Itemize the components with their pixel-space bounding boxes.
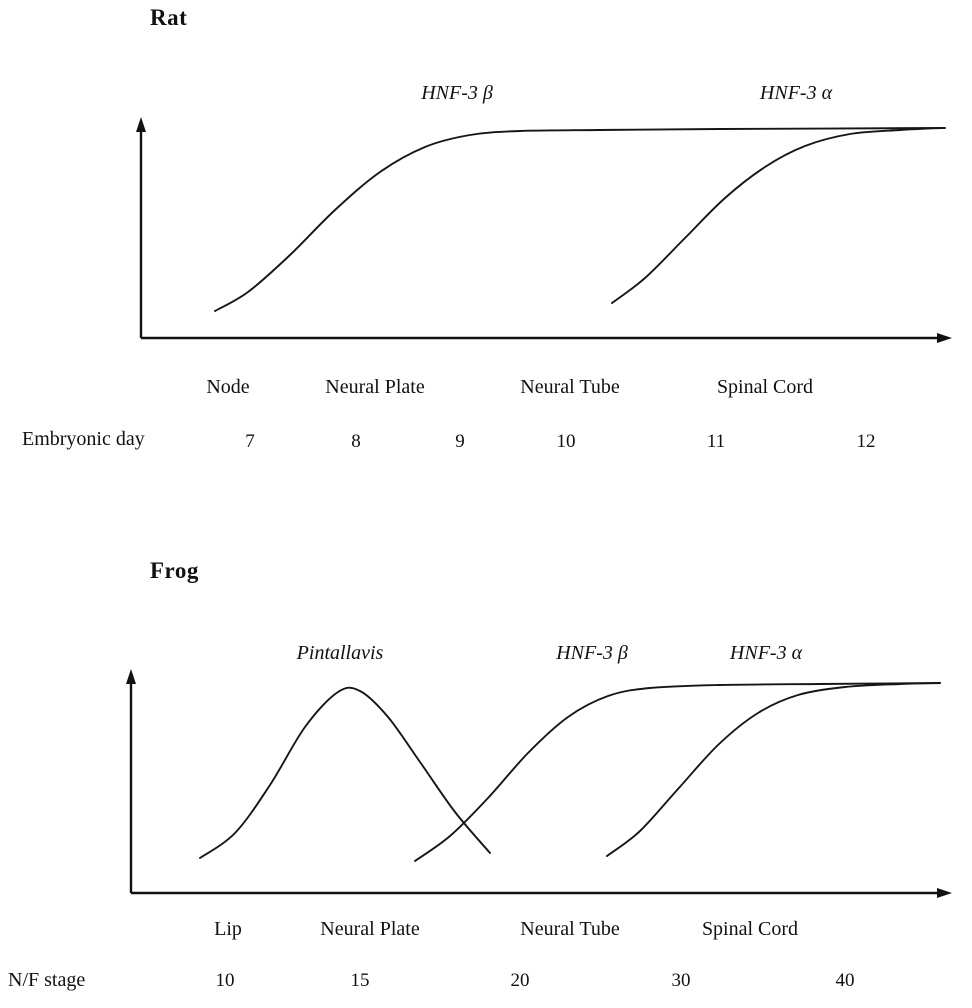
rat-hnf3-alpha-curve — [611, 127, 941, 304]
frog-curve-label-hnf3-alpha: HNF-3 α — [729, 642, 803, 664]
frog-curve-label-hnf3-beta: HNF-3 β — [556, 642, 628, 664]
frog-panel-title: Frog — [150, 558, 199, 583]
frog-tick-15: 15 — [350, 970, 370, 991]
frog-hnf3-beta-curve — [414, 682, 941, 862]
rat-tick-9: 9 — [455, 431, 465, 452]
rat-stage-node: Node — [206, 376, 250, 398]
rat-tick-12: 12 — [856, 431, 876, 452]
frog-x-axis-label: N/F stage — [8, 969, 86, 991]
frog-stage-spinal-cord: Spinal Cord — [701, 918, 799, 940]
rat-tick-7: 7 — [245, 431, 255, 452]
frog-stage-neural-plate: Neural Plate — [320, 918, 420, 940]
rat-hnf3-beta-curve — [214, 127, 946, 312]
rat-tick-10: 10 — [556, 431, 576, 452]
frog-tick-40: 40 — [835, 970, 855, 991]
frog-curve-label-pintallavis: Pintallavis — [296, 642, 384, 664]
rat-panel-title: Rat — [150, 5, 188, 30]
rat-stage-neural-tube: Neural Tube — [520, 376, 620, 398]
rat-stage-spinal-cord: Spinal Cord — [716, 376, 814, 398]
frog-stage-neural-tube: Neural Tube — [520, 918, 620, 940]
rat-stage-neural-plate: Neural Plate — [325, 376, 425, 398]
frog-tick-20: 20 — [510, 970, 530, 991]
rat-curve-label-hnf3-beta: HNF-3 β — [421, 82, 493, 104]
rat-tick-8: 8 — [351, 431, 361, 452]
frog-tick-10: 10 — [215, 970, 235, 991]
frog-tick-30: 30 — [671, 970, 691, 991]
frog-pintallavis-curve — [199, 686, 491, 859]
rat-curve-label-hnf3-alpha: HNF-3 α — [759, 82, 833, 104]
frog-hnf3-alpha-curve — [606, 682, 941, 857]
rat-x-axis-label: Embryonic day — [22, 428, 145, 450]
rat-tick-11: 11 — [706, 431, 726, 452]
frog-stage-lip: Lip — [214, 918, 242, 940]
